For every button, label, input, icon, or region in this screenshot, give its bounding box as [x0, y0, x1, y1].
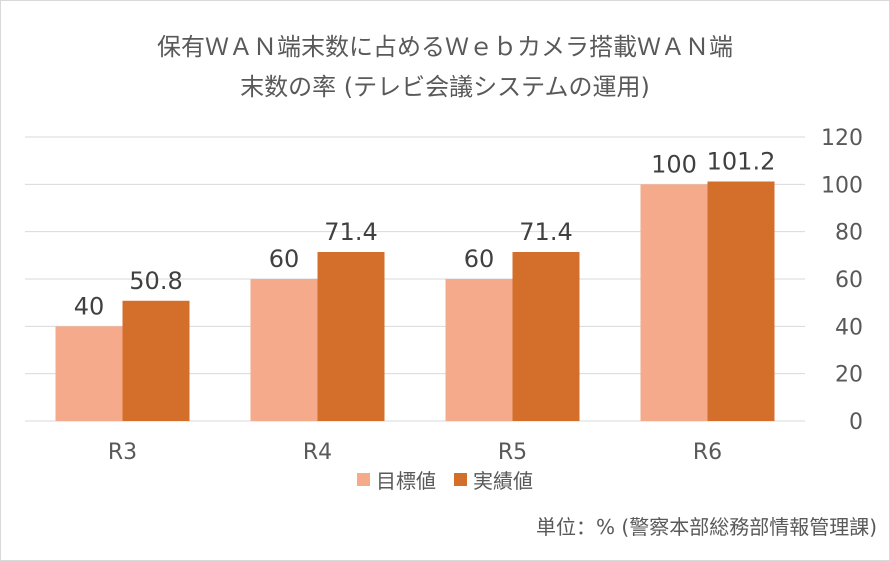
legend-item-actual: 実績値: [454, 465, 533, 494]
x-category-label: R4: [303, 440, 332, 461]
legend-swatch-actual: [454, 473, 467, 486]
x-category-label: R3: [108, 440, 137, 461]
bar-r4-target: [250, 279, 318, 421]
legend: 目標値 実績値: [1, 465, 889, 494]
chart-title: 保有ＷＡＮ端末数に占めるＷｅｂカメラ搭載ＷＡＮ端 末数の率 (テレビ会議システム…: [1, 27, 889, 107]
x-category-label: R5: [498, 440, 527, 461]
legend-item-target: 目標値: [357, 465, 436, 494]
y-tick-label: 80: [835, 221, 863, 246]
bar-r3-target: [55, 326, 123, 421]
bar-r3-actual: [122, 300, 190, 421]
x-category-label: R6: [693, 440, 722, 461]
data-label-r4-target: 60: [269, 245, 300, 273]
legend-swatch-target: [357, 473, 370, 486]
data-label-r6-target: 100: [651, 150, 697, 178]
chart-title-line-2: 末数の率 (テレビ会議システムの運用): [240, 73, 650, 101]
bar-r5-actual: [512, 252, 580, 421]
y-tick-label: 20: [835, 363, 863, 388]
data-label-r4-actual: 71.4: [324, 218, 377, 246]
y-tick-label: 60: [835, 268, 863, 293]
bar-r6-actual: [707, 181, 775, 421]
plot-area: 0 20 40 60 80 100 120 40 50.8 R3 60 71.4 R4 60 71.4 R5 1…: [25, 126, 863, 461]
y-tick-label: 100: [821, 173, 863, 198]
data-label-r3-actual: 50.8: [129, 267, 182, 295]
legend-label-actual: 実績値: [473, 469, 533, 493]
y-tick-label: 40: [835, 315, 863, 340]
bar-r4-actual: [317, 252, 385, 421]
data-label-r6-actual: 101.2: [707, 147, 776, 175]
y-tick-label: 0: [849, 410, 863, 435]
legend-label-target: 目標値: [376, 469, 436, 493]
bar-r6-target: [640, 184, 708, 421]
bar-r5-target: [445, 279, 513, 421]
data-label-r3-target: 40: [74, 292, 105, 320]
data-label-r5-target: 60: [464, 245, 495, 273]
chart-title-line-1: 保有ＷＡＮ端末数に占めるＷｅｂカメラ搭載ＷＡＮ端: [157, 33, 733, 61]
y-tick-label: 120: [821, 126, 863, 151]
unit-note: 単位：% (警察本部総務部情報管理課): [536, 515, 877, 539]
data-label-r5-actual: 71.4: [519, 218, 572, 246]
